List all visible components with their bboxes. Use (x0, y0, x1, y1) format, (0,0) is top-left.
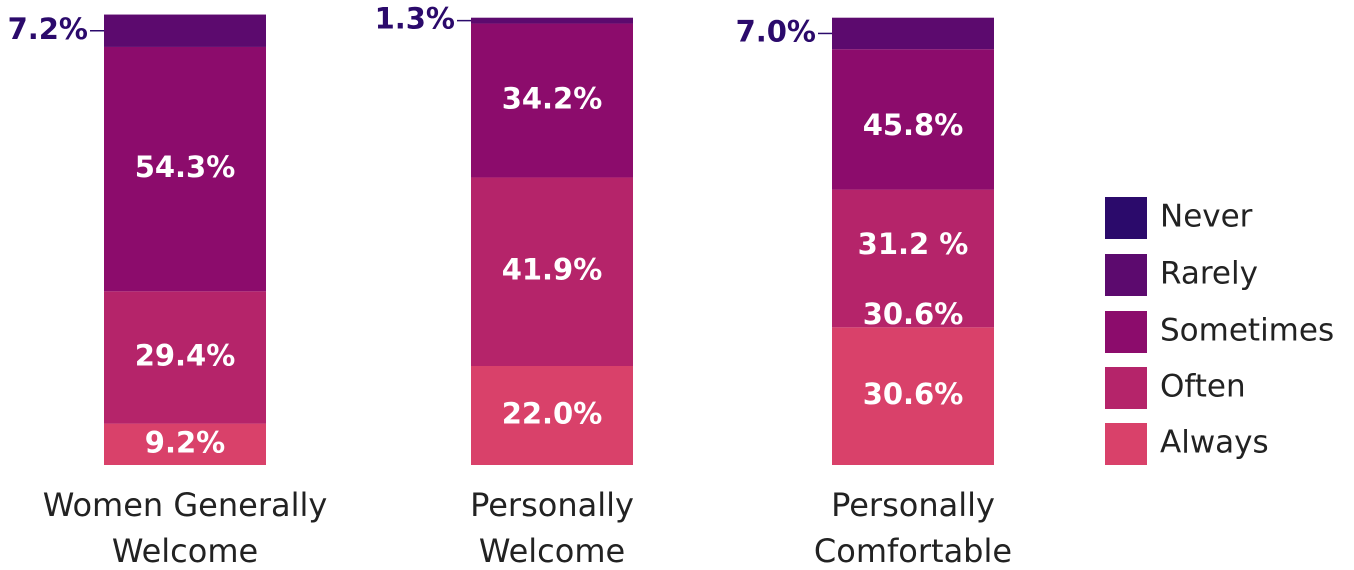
value-label: 41.9% (502, 253, 603, 287)
value-label: 7.0% (736, 14, 816, 48)
value-label: 34.2% (502, 82, 603, 116)
bar-segment (471, 177, 633, 366)
value-label: 30.6% (863, 297, 964, 331)
legend-swatch (1105, 367, 1147, 409)
bar-segment (832, 327, 994, 465)
value-label: 29.4% (135, 338, 236, 372)
value-label: 1.3% (375, 2, 455, 36)
legend-swatch (1105, 254, 1147, 296)
bar-segment (471, 23, 633, 178)
annotation: 45.8% (863, 108, 964, 142)
bar-segment (471, 17, 633, 24)
bar-segment (104, 46, 266, 292)
value-label: 54.3% (135, 150, 236, 184)
legend-label: Rarely (1160, 256, 1258, 292)
legend-swatch (1105, 423, 1147, 465)
bar-segment (832, 49, 994, 190)
bar-segment (832, 189, 994, 328)
bar-segment (471, 366, 633, 465)
legend-label: Never (1160, 199, 1253, 235)
bar-segment (104, 14, 266, 47)
value-label: 22.0% (502, 397, 603, 431)
category-label: Personally Welcome (470, 486, 634, 570)
legend-swatch (1105, 311, 1147, 353)
value-label: 9.2% (145, 425, 225, 459)
value-label: 7.2% (8, 12, 88, 46)
legend-label: Sometimes (1160, 313, 1334, 349)
bar-segment (104, 423, 266, 465)
legend-swatch (1105, 197, 1147, 239)
category-label: Women Generally Welcome (42, 486, 328, 570)
bar-segment (832, 17, 994, 50)
value-label: 30.6% (863, 377, 964, 411)
value-label: 31.2 % (858, 227, 969, 261)
category-label: Personally Comfortable (813, 486, 1013, 570)
legend-label: Often (1160, 369, 1246, 405)
legend-label: Always (1160, 425, 1269, 461)
bar-segment (104, 291, 266, 424)
